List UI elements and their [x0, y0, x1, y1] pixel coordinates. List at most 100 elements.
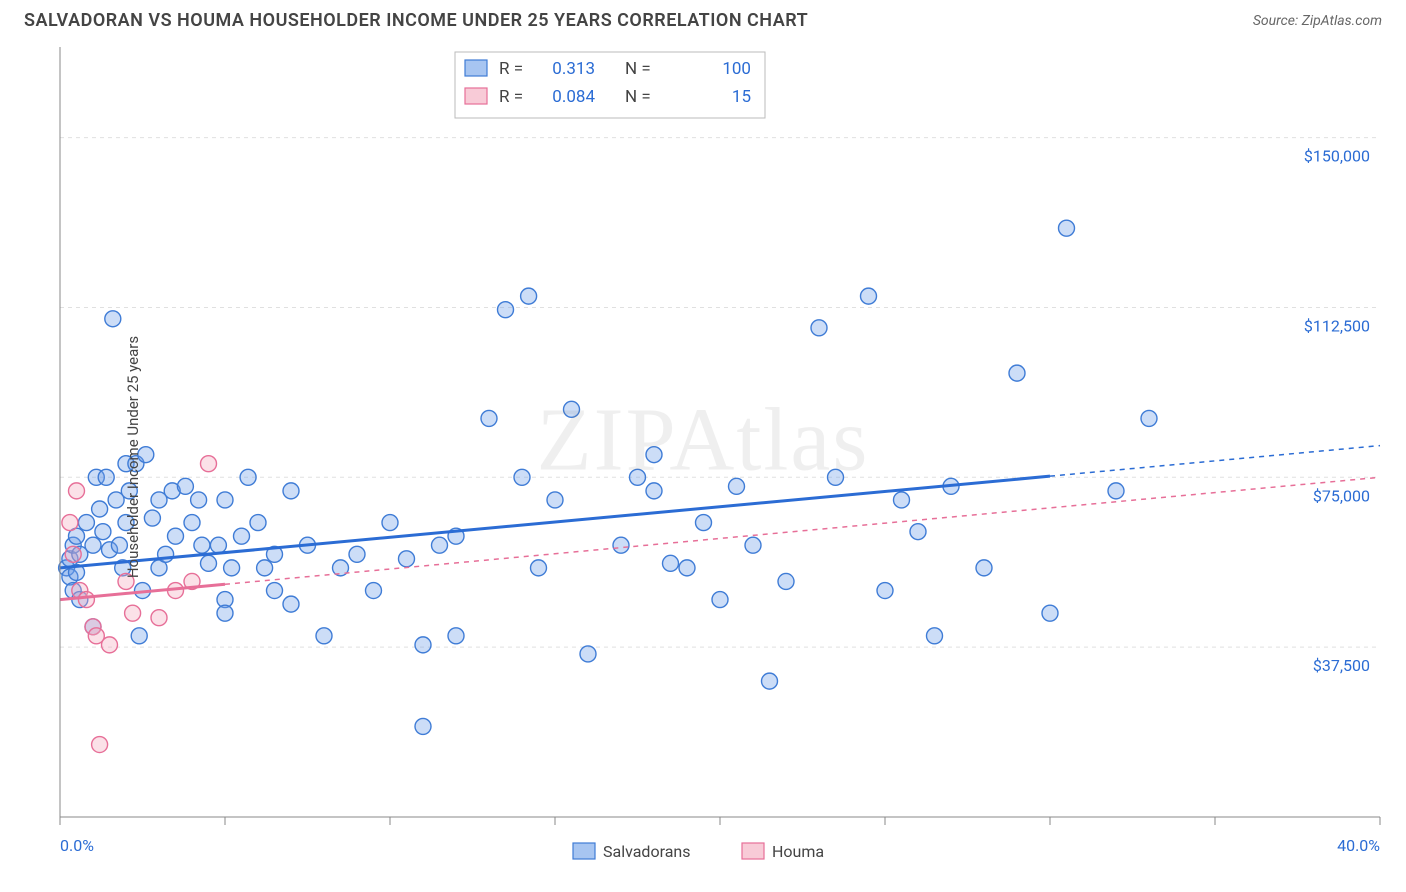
data-point	[78, 515, 94, 531]
data-point	[98, 469, 114, 485]
y-axis-label: Householder Income Under 25 years	[124, 336, 142, 578]
data-point	[415, 637, 431, 653]
data-point	[217, 492, 233, 508]
data-point	[927, 628, 943, 644]
data-point	[1141, 410, 1157, 426]
data-point	[85, 537, 101, 553]
data-point	[778, 573, 794, 589]
legend-n-label: N =	[625, 87, 651, 107]
data-point	[976, 560, 992, 576]
data-point	[646, 483, 662, 499]
data-point	[828, 469, 844, 485]
data-point	[399, 551, 415, 567]
legend-n-value: 15	[732, 87, 751, 107]
data-point	[234, 528, 250, 544]
data-point	[712, 592, 728, 608]
data-point	[531, 560, 547, 576]
chart-header: SALVADORAN VS HOUMA HOUSEHOLDER INCOME U…	[0, 0, 1406, 37]
data-point	[65, 546, 81, 562]
data-point	[194, 537, 210, 553]
data-point	[201, 456, 217, 472]
y-tick-label: $75,000	[1313, 486, 1370, 505]
y-tick-label: $150,000	[1304, 147, 1370, 166]
data-point	[564, 401, 580, 417]
data-point	[267, 583, 283, 599]
source-name: ZipAtlas.com	[1302, 13, 1382, 29]
data-point	[210, 537, 226, 553]
data-point	[1059, 220, 1075, 236]
data-point	[432, 537, 448, 553]
series-swatch	[742, 843, 764, 859]
legend-n-value: 100	[722, 59, 751, 79]
data-point	[646, 447, 662, 463]
data-point	[630, 469, 646, 485]
data-point	[521, 288, 537, 304]
data-point	[448, 628, 464, 644]
legend-r-value: 0.084	[552, 87, 595, 107]
x-tick-label: 40.0%	[1337, 836, 1380, 855]
trend-line-dashed	[225, 477, 1380, 584]
data-point	[168, 528, 184, 544]
data-point	[745, 537, 761, 553]
data-point	[102, 637, 118, 653]
data-point	[547, 492, 563, 508]
legend-n-label: N =	[625, 59, 651, 79]
data-point	[283, 483, 299, 499]
data-point	[257, 560, 273, 576]
data-point	[69, 483, 85, 499]
legend-swatch	[465, 88, 487, 104]
data-point	[580, 646, 596, 662]
data-point	[613, 537, 629, 553]
series-swatch	[573, 843, 595, 859]
data-point	[382, 515, 398, 531]
data-point	[144, 510, 160, 526]
data-point	[861, 288, 877, 304]
legend-r-value: 0.313	[552, 59, 595, 79]
data-point	[131, 628, 147, 644]
data-point	[498, 302, 514, 318]
data-point	[316, 628, 332, 644]
data-point	[762, 673, 778, 689]
chart-title: SALVADORAN VS HOUMA HOUSEHOLDER INCOME U…	[24, 10, 808, 31]
data-point	[177, 478, 193, 494]
data-point	[1108, 483, 1124, 499]
data-point	[184, 515, 200, 531]
data-point	[663, 555, 679, 571]
y-tick-label: $112,500	[1304, 316, 1370, 335]
scatter-chart: $37,500$75,000$112,500$150,0000.0%40.0%R…	[0, 37, 1406, 877]
data-point	[514, 469, 530, 485]
data-point	[201, 555, 217, 571]
data-point	[283, 596, 299, 612]
source-credit: Source: ZipAtlas.com	[1253, 13, 1382, 29]
data-point	[366, 583, 382, 599]
trend-line-dashed	[1050, 446, 1380, 477]
data-point	[217, 605, 233, 621]
data-point	[349, 546, 365, 562]
data-point	[696, 515, 712, 531]
legend-r-label: R =	[499, 59, 523, 79]
data-point	[92, 501, 108, 517]
data-point	[1042, 605, 1058, 621]
chart-container: Householder Income Under 25 years ZIPAtl…	[0, 37, 1406, 877]
data-point	[877, 583, 893, 599]
data-point	[125, 605, 141, 621]
legend-r-label: R =	[499, 87, 523, 107]
data-point	[481, 410, 497, 426]
legend-swatch	[465, 60, 487, 76]
data-point	[729, 478, 745, 494]
data-point	[894, 492, 910, 508]
data-point	[415, 718, 431, 734]
data-point	[811, 320, 827, 336]
data-point	[224, 560, 240, 576]
series-name: Salvadorans	[603, 842, 690, 861]
data-point	[92, 737, 108, 753]
source-prefix: Source:	[1253, 13, 1302, 29]
data-point	[240, 469, 256, 485]
data-point	[95, 524, 111, 540]
data-point	[62, 515, 78, 531]
data-point	[910, 524, 926, 540]
series-name: Houma	[772, 842, 824, 861]
data-point	[1009, 365, 1025, 381]
data-point	[151, 610, 167, 626]
data-point	[78, 592, 94, 608]
